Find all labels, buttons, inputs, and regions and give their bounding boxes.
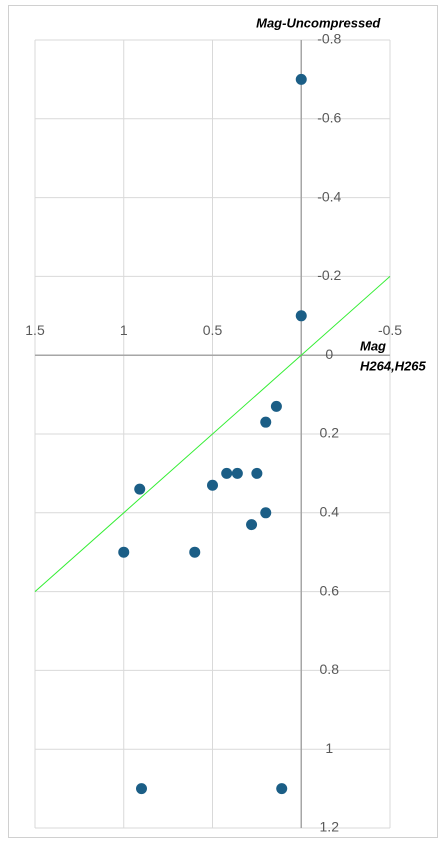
y-tick-label: 0.6	[320, 582, 340, 598]
y-tick-label: 1.2	[320, 819, 340, 835]
chart-border	[8, 5, 438, 838]
y-tick-label: -0.4	[317, 188, 341, 204]
y-tick-label: 0.8	[320, 661, 340, 677]
point	[251, 467, 263, 479]
x-tick-label: -0.5	[378, 322, 402, 338]
point	[189, 546, 201, 558]
y-axis-title: Mag-Uncompressed	[256, 15, 381, 30]
y-tick-label: 0.4	[320, 504, 340, 520]
point	[231, 467, 243, 479]
y-tick-label: -0.8	[317, 31, 341, 47]
point	[136, 783, 147, 795]
y-tick-label: 0.2	[320, 425, 340, 441]
point	[260, 416, 272, 428]
point	[295, 310, 307, 322]
point	[118, 546, 130, 558]
y-tick-label: 1	[325, 740, 333, 756]
trend-line	[34, 276, 391, 592]
x-tick-label: 1.5	[25, 322, 45, 338]
point	[270, 400, 282, 412]
x-tick-label: 1	[120, 322, 128, 338]
point	[221, 467, 233, 479]
y-tick-label: -0.2	[317, 267, 341, 283]
point	[246, 519, 258, 531]
y-tick-label: 0	[325, 346, 333, 362]
point	[276, 783, 288, 795]
x-axis-title: Mag	[360, 339, 386, 354]
point	[295, 73, 307, 85]
y-tick-label: -0.6	[317, 110, 341, 126]
point	[207, 479, 218, 491]
x-axis-title: H264,H265	[360, 359, 427, 374]
point	[134, 483, 146, 495]
point	[260, 507, 272, 519]
x-tick-label: 0.5	[203, 322, 223, 338]
